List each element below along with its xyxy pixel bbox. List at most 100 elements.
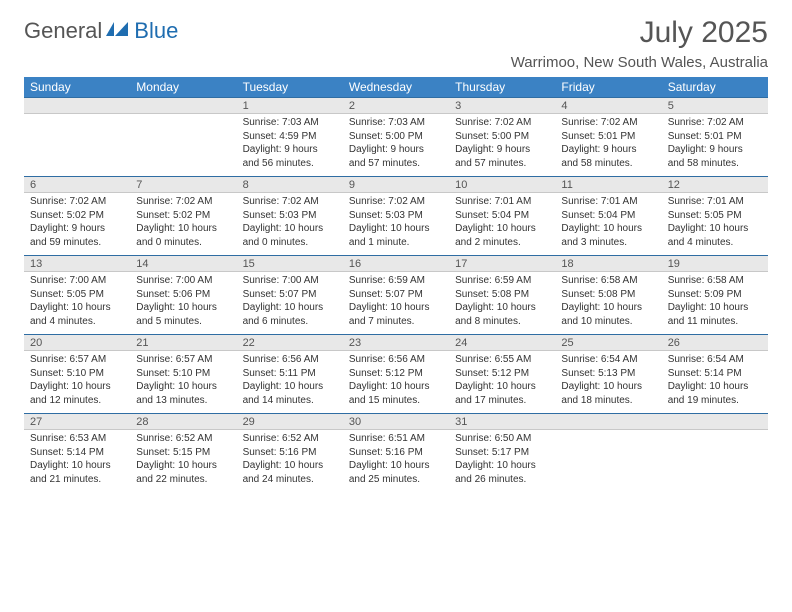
sunrise-text: Sunrise: 6:52 AM <box>243 432 337 446</box>
sunrise-text: Sunrise: 6:55 AM <box>455 353 549 367</box>
sunrise-text: Sunrise: 6:56 AM <box>243 353 337 367</box>
week-daynum-row: 12345 <box>24 98 768 114</box>
day-number: 7 <box>130 177 236 193</box>
day-cell: Sunrise: 7:01 AMSunset: 5:05 PMDaylight:… <box>662 193 768 256</box>
day-cell: Sunrise: 6:52 AMSunset: 5:16 PMDaylight:… <box>237 430 343 493</box>
sunset-text: Sunset: 5:07 PM <box>349 288 443 302</box>
day-number: 14 <box>130 256 236 272</box>
day-number: 1 <box>237 98 343 114</box>
day-cell: Sunrise: 6:59 AMSunset: 5:08 PMDaylight:… <box>449 272 555 335</box>
day-cell: Sunrise: 7:00 AMSunset: 5:06 PMDaylight:… <box>130 272 236 335</box>
sunrise-text: Sunrise: 6:54 AM <box>668 353 762 367</box>
sunset-text: Sunset: 5:06 PM <box>136 288 230 302</box>
sunset-text: Sunset: 5:00 PM <box>455 130 549 144</box>
day-number: 24 <box>449 335 555 351</box>
daylight-text: Daylight: 10 hours and 13 minutes. <box>136 380 230 407</box>
sunrise-text: Sunrise: 7:02 AM <box>455 116 549 130</box>
sunset-text: Sunset: 5:13 PM <box>561 367 655 381</box>
daylight-text: Daylight: 10 hours and 26 minutes. <box>455 459 549 486</box>
brand-part2: Blue <box>134 18 178 44</box>
daylight-text: Daylight: 10 hours and 0 minutes. <box>243 222 337 249</box>
day-number: 5 <box>662 98 768 114</box>
sunset-text: Sunset: 5:08 PM <box>561 288 655 302</box>
daylight-text: Daylight: 9 hours and 58 minutes. <box>561 143 655 170</box>
day-number: 20 <box>24 335 130 351</box>
day-cell: Sunrise: 7:02 AMSunset: 5:03 PMDaylight:… <box>343 193 449 256</box>
sunrise-text: Sunrise: 6:59 AM <box>455 274 549 288</box>
day-number: 2 <box>343 98 449 114</box>
daylight-text: Daylight: 10 hours and 1 minute. <box>349 222 443 249</box>
sunrise-text: Sunrise: 7:02 AM <box>561 116 655 130</box>
day-cell: Sunrise: 6:52 AMSunset: 5:15 PMDaylight:… <box>130 430 236 493</box>
daylight-text: Daylight: 10 hours and 17 minutes. <box>455 380 549 407</box>
day-number: 30 <box>343 414 449 430</box>
day-cell: Sunrise: 7:03 AMSunset: 4:59 PMDaylight:… <box>237 114 343 177</box>
sunrise-text: Sunrise: 7:02 AM <box>668 116 762 130</box>
week-content-row: Sunrise: 6:53 AMSunset: 5:14 PMDaylight:… <box>24 430 768 493</box>
day-cell: Sunrise: 7:01 AMSunset: 5:04 PMDaylight:… <box>449 193 555 256</box>
day-header: Wednesday <box>343 77 449 98</box>
daylight-text: Daylight: 10 hours and 19 minutes. <box>668 380 762 407</box>
header-row: General Blue July 2025 Warrimoo, New Sou… <box>24 18 768 71</box>
sunset-text: Sunset: 5:02 PM <box>136 209 230 223</box>
sunset-text: Sunset: 5:05 PM <box>30 288 124 302</box>
day-cell: Sunrise: 7:02 AMSunset: 5:01 PMDaylight:… <box>662 114 768 177</box>
sunrise-text: Sunrise: 6:53 AM <box>30 432 124 446</box>
sunset-text: Sunset: 5:03 PM <box>243 209 337 223</box>
daylight-text: Daylight: 10 hours and 4 minutes. <box>668 222 762 249</box>
daylight-text: Daylight: 10 hours and 15 minutes. <box>349 380 443 407</box>
day-number: 23 <box>343 335 449 351</box>
day-cell <box>24 114 130 177</box>
sunrise-text: Sunrise: 7:02 AM <box>136 195 230 209</box>
sunset-text: Sunset: 5:04 PM <box>455 209 549 223</box>
day-number: 19 <box>662 256 768 272</box>
day-cell: Sunrise: 6:57 AMSunset: 5:10 PMDaylight:… <box>130 351 236 414</box>
daylight-text: Daylight: 10 hours and 0 minutes. <box>136 222 230 249</box>
day-number: 15 <box>237 256 343 272</box>
title-block: July 2025 Warrimoo, New South Wales, Aus… <box>511 18 768 71</box>
daylight-text: Daylight: 9 hours and 56 minutes. <box>243 143 337 170</box>
daylight-text: Daylight: 9 hours and 57 minutes. <box>349 143 443 170</box>
day-cell: Sunrise: 6:53 AMSunset: 5:14 PMDaylight:… <box>24 430 130 493</box>
sunrise-text: Sunrise: 7:02 AM <box>349 195 443 209</box>
daylight-text: Daylight: 10 hours and 18 minutes. <box>561 380 655 407</box>
week-daynum-row: 2728293031 <box>24 414 768 430</box>
daylight-text: Daylight: 10 hours and 2 minutes. <box>455 222 549 249</box>
day-number: 18 <box>555 256 661 272</box>
brand-mark-icon <box>106 20 132 38</box>
sunset-text: Sunset: 5:15 PM <box>136 446 230 460</box>
sunrise-text: Sunrise: 6:59 AM <box>349 274 443 288</box>
brand-logo: General Blue <box>24 18 178 44</box>
sunrise-text: Sunrise: 6:52 AM <box>136 432 230 446</box>
calendar-table: Sunday Monday Tuesday Wednesday Thursday… <box>24 77 768 492</box>
daylight-text: Daylight: 10 hours and 24 minutes. <box>243 459 337 486</box>
daylight-text: Daylight: 10 hours and 5 minutes. <box>136 301 230 328</box>
daylight-text: Daylight: 10 hours and 12 minutes. <box>30 380 124 407</box>
sunrise-text: Sunrise: 6:58 AM <box>561 274 655 288</box>
daylight-text: Daylight: 10 hours and 11 minutes. <box>668 301 762 328</box>
day-cell: Sunrise: 6:58 AMSunset: 5:09 PMDaylight:… <box>662 272 768 335</box>
day-number: 17 <box>449 256 555 272</box>
day-number <box>24 98 130 114</box>
day-number: 8 <box>237 177 343 193</box>
day-number: 26 <box>662 335 768 351</box>
day-cell: Sunrise: 7:01 AMSunset: 5:04 PMDaylight:… <box>555 193 661 256</box>
day-cell: Sunrise: 7:02 AMSunset: 5:02 PMDaylight:… <box>130 193 236 256</box>
day-cell: Sunrise: 6:56 AMSunset: 5:11 PMDaylight:… <box>237 351 343 414</box>
sunrise-text: Sunrise: 6:50 AM <box>455 432 549 446</box>
day-cell: Sunrise: 7:03 AMSunset: 5:00 PMDaylight:… <box>343 114 449 177</box>
sunset-text: Sunset: 5:02 PM <box>30 209 124 223</box>
sunrise-text: Sunrise: 7:01 AM <box>668 195 762 209</box>
daylight-text: Daylight: 10 hours and 6 minutes. <box>243 301 337 328</box>
sunrise-text: Sunrise: 6:56 AM <box>349 353 443 367</box>
day-number: 31 <box>449 414 555 430</box>
sunset-text: Sunset: 5:01 PM <box>561 130 655 144</box>
day-cell <box>662 430 768 493</box>
daylight-text: Daylight: 10 hours and 3 minutes. <box>561 222 655 249</box>
day-number <box>555 414 661 430</box>
daylight-text: Daylight: 10 hours and 22 minutes. <box>136 459 230 486</box>
daylight-text: Daylight: 10 hours and 14 minutes. <box>243 380 337 407</box>
sunset-text: Sunset: 5:17 PM <box>455 446 549 460</box>
sunset-text: Sunset: 5:14 PM <box>668 367 762 381</box>
day-cell: Sunrise: 6:54 AMSunset: 5:14 PMDaylight:… <box>662 351 768 414</box>
